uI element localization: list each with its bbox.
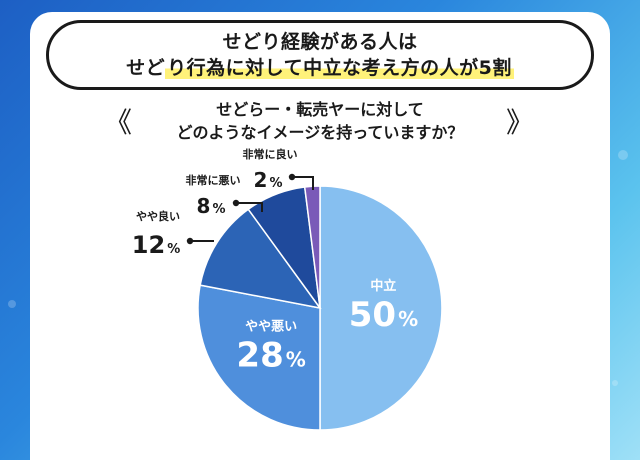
slice-value-3: 12%: [132, 231, 180, 259]
decor-dot: [612, 380, 618, 386]
slice-label-3: やや良い: [136, 209, 180, 223]
leader-line-4: [236, 202, 263, 212]
headline-line-2: せど り行為に対して中立な考え方の人が5割: [49, 55, 591, 81]
leader-line-5: [292, 176, 314, 190]
slice-value-4: 8%: [197, 194, 226, 218]
left-chevron-icon: 《: [104, 106, 133, 139]
slice-label-2: やや悪い: [245, 319, 297, 334]
pie-slice-3: [199, 208, 322, 310]
headline-box: せどり経験がある人は せど り行為に対して中立な考え方の人が5割: [46, 20, 594, 90]
slice-value-2: 28%: [236, 335, 305, 375]
right-chevron-icon: 》: [506, 106, 535, 139]
headline-line-1: せどり経験がある人は: [222, 31, 418, 53]
slice-value-5: 2%: [254, 168, 283, 192]
headline-highlight: り行為に対して中立な考え方の人が5割: [165, 57, 514, 79]
slice-value-1: 50%: [349, 295, 418, 335]
question-line-1: せどらー・転売ヤーに対して: [216, 100, 424, 119]
question-line-2: どのようなイメージを持っていますか？: [176, 123, 464, 142]
slice-label-1: 中立: [370, 278, 396, 294]
leader-line-4-dot: [232, 199, 240, 207]
leader-line-5-dot: [288, 173, 296, 181]
pie-slice-1: [319, 185, 443, 431]
headline-line-2-prefix: せど: [126, 57, 166, 79]
survey-question: せどらー・転売ヤーに対して どのようなイメージを持っていますか？: [120, 98, 520, 144]
pie-slice-2: [197, 284, 321, 431]
leader-line-3-dot: [186, 237, 194, 245]
decor-dot: [8, 300, 16, 308]
decor-dot: [618, 150, 628, 160]
slice-label-5: 非常に良い: [243, 147, 298, 161]
slice-label-4: 非常に悪い: [186, 173, 241, 187]
